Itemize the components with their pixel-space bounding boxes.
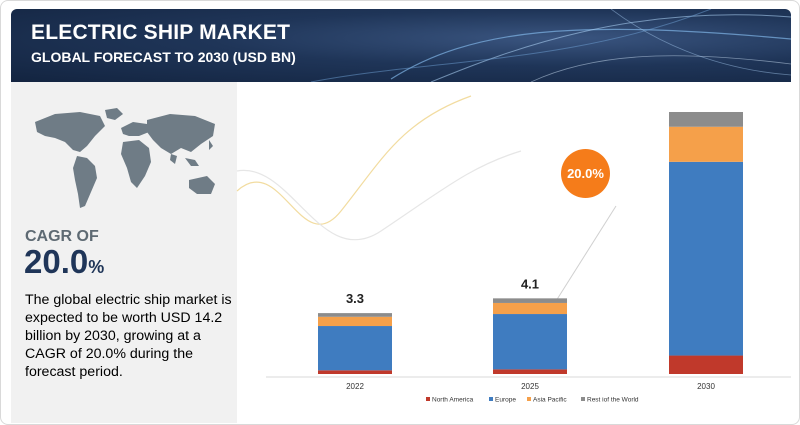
page-title: ELECTRIC SHIP MARKET <box>31 21 291 44</box>
bar-segment <box>493 302 567 315</box>
cagr-unit: % <box>88 257 105 277</box>
cagr-badge: 20.0% <box>561 149 610 198</box>
page-subtitle: GLOBAL FORECAST TO 2030 (USD BN) <box>31 49 296 65</box>
decorative-light-trails <box>310 9 791 82</box>
legend-label: Rest iof the World <box>587 397 639 404</box>
world-map-icon <box>35 108 215 208</box>
data-label: 3.3 <box>346 291 364 306</box>
bar-segment <box>493 298 567 303</box>
bar-segment <box>669 355 743 374</box>
legend-label: North America <box>432 397 474 404</box>
bar-segment <box>318 370 392 374</box>
cagr-label: CAGR OF <box>25 228 99 245</box>
growth-arrow-line <box>555 205 617 302</box>
bar-segment <box>669 161 743 356</box>
legend-label: Europe <box>495 397 516 404</box>
cagr-value-text: 20.0% <box>24 243 104 281</box>
legend-label: Asia Pacific <box>533 397 567 404</box>
header-banner: ELECTRIC SHIP MARKET GLOBAL FORECAST TO … <box>11 9 791 82</box>
legend-swatch <box>581 397 585 401</box>
x-tick-label: 2022 <box>346 382 364 391</box>
x-tick-label: 2025 <box>521 382 539 391</box>
summary-panel: CAGR OF 20.0% The global electric ship m… <box>11 82 237 423</box>
legend-swatch <box>426 397 430 401</box>
bar-segment <box>318 316 392 327</box>
bar-segment <box>318 313 392 317</box>
legend-swatch <box>489 397 493 401</box>
decorative-curve <box>236 150 522 241</box>
bar-segment <box>669 112 743 127</box>
decorative-curve <box>236 95 472 225</box>
x-tick-label: 2030 <box>697 382 715 391</box>
bar-segment <box>493 369 567 374</box>
data-label: 4.1 <box>521 276 539 291</box>
market-description: The global electric ship market is expec… <box>25 292 232 380</box>
bar-segment <box>669 126 743 162</box>
cagr-value: 20.0 <box>24 243 89 280</box>
bar-segment <box>318 326 392 371</box>
bar-segment <box>493 314 567 370</box>
legend-swatch <box>527 397 531 401</box>
